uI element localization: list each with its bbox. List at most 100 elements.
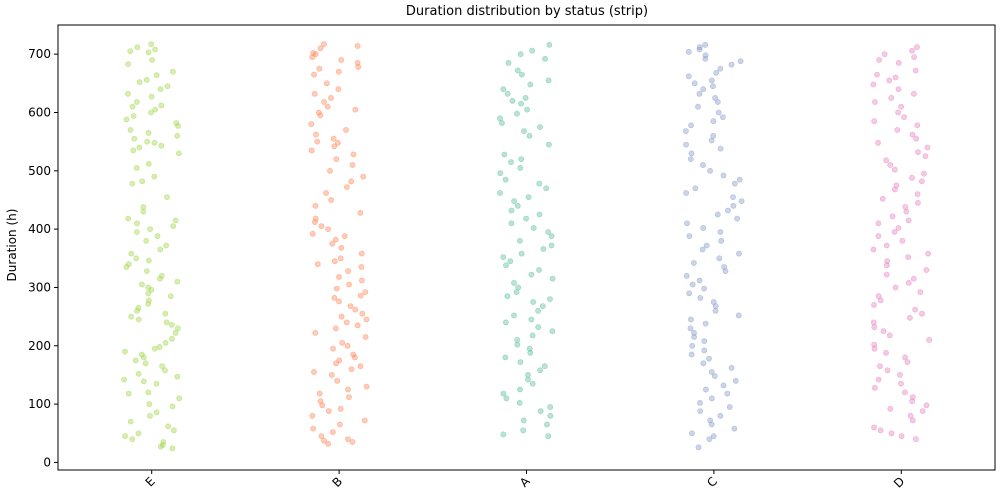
data-point-b — [315, 109, 322, 116]
data-point-e — [148, 93, 155, 100]
data-point-e — [153, 380, 160, 387]
data-point-c — [683, 190, 689, 196]
data-point-a — [497, 190, 503, 196]
data-point-b — [327, 167, 333, 174]
data-point-e — [133, 99, 140, 105]
data-point-d — [925, 250, 931, 257]
data-point-d — [883, 349, 889, 356]
data-point-e — [136, 144, 143, 151]
data-point-e — [160, 439, 167, 445]
data-point-b — [362, 334, 369, 340]
data-point-c — [712, 303, 719, 309]
data-point-a — [505, 60, 512, 66]
x-tick-label: E — [143, 474, 158, 489]
data-point-b — [330, 135, 337, 142]
data-point-c — [697, 408, 704, 414]
data-point-e — [127, 418, 134, 425]
data-point-d — [894, 127, 901, 133]
data-point-a — [537, 367, 543, 374]
data-point-a — [503, 395, 510, 402]
data-point-c — [732, 180, 738, 187]
data-point-d — [895, 109, 901, 116]
data-point-e — [145, 49, 152, 56]
data-point-b — [312, 202, 319, 209]
data-point-e — [123, 116, 130, 123]
data-point-e — [142, 360, 149, 367]
data-point-c — [717, 412, 724, 419]
data-point-d — [871, 118, 878, 125]
data-point-c — [736, 176, 743, 183]
data-point-d — [871, 324, 878, 330]
data-point-c — [686, 233, 693, 239]
data-point-d — [898, 433, 905, 440]
data-point-c — [702, 320, 709, 327]
data-point-d — [912, 436, 919, 442]
data-point-b — [325, 440, 332, 447]
x-tick-label: C — [704, 474, 720, 490]
data-point-b — [357, 209, 364, 216]
data-point-c — [707, 167, 713, 174]
data-point-e — [162, 339, 169, 346]
y-tick-label: 700 — [28, 47, 51, 61]
data-point-c — [706, 355, 712, 362]
data-point-c — [724, 390, 731, 397]
data-point-e — [156, 343, 163, 350]
y-tick-label: 600 — [28, 105, 51, 119]
data-point-e — [128, 250, 135, 257]
data-point-a — [502, 176, 509, 183]
data-point-e — [140, 378, 147, 385]
data-point-d — [880, 328, 887, 335]
data-point-a — [514, 202, 521, 209]
data-point-e — [174, 278, 181, 285]
data-point-e — [122, 348, 128, 355]
data-point-d — [872, 99, 878, 105]
data-point-c — [701, 338, 708, 344]
data-point-d — [919, 408, 926, 414]
data-point-d — [914, 191, 921, 197]
data-point-e — [145, 300, 152, 307]
data-point-b — [350, 151, 357, 158]
data-point-d — [884, 258, 891, 265]
data-point-b — [318, 223, 325, 230]
data-point-e — [149, 57, 155, 63]
data-point-e — [133, 255, 140, 262]
data-point-e — [174, 373, 181, 380]
data-point-d — [875, 233, 882, 239]
data-point-a — [520, 417, 527, 424]
data-point-d — [879, 195, 886, 202]
data-point-c — [696, 46, 703, 53]
data-point-c — [738, 198, 745, 204]
data-point-c — [697, 399, 703, 406]
data-point-b — [312, 131, 319, 138]
data-point-c — [715, 109, 722, 116]
data-point-d — [899, 237, 906, 244]
data-point-d — [902, 204, 909, 210]
data-point-c — [720, 382, 727, 389]
data-point-a — [508, 159, 514, 165]
data-point-a — [514, 341, 521, 348]
data-point-c — [688, 351, 695, 358]
data-point-b — [347, 303, 354, 309]
data-point-e — [152, 46, 158, 53]
data-point-b — [339, 339, 346, 346]
data-point-e — [162, 367, 168, 374]
data-point-e — [140, 204, 147, 210]
data-point-e — [125, 61, 132, 67]
data-point-e — [175, 123, 181, 129]
data-point-c — [688, 122, 694, 129]
data-point-a — [527, 81, 534, 88]
data-point-c — [710, 83, 716, 90]
data-point-a — [545, 77, 552, 84]
data-point-d — [922, 153, 929, 160]
data-point-d — [905, 254, 912, 260]
y-tick-label: 300 — [28, 280, 51, 294]
data-point-e — [143, 76, 150, 83]
data-point-c — [708, 421, 715, 428]
data-points — [121, 41, 933, 452]
data-point-a — [525, 194, 532, 200]
data-point-e — [168, 321, 175, 328]
data-point-b — [321, 99, 327, 105]
data-point-e — [143, 237, 150, 244]
data-point-e — [148, 286, 155, 293]
data-point-c — [683, 141, 689, 148]
